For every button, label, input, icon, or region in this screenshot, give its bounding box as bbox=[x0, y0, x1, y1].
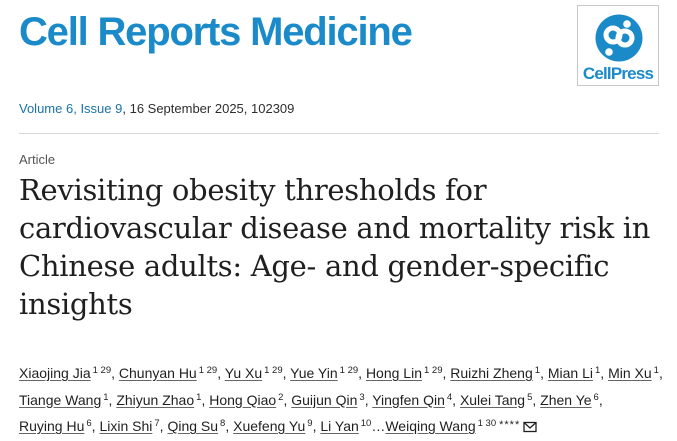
citation-separator: , bbox=[73, 101, 81, 116]
author-list: Xiaojing Jia 1 29, Chunyan Hu 1 29, Yu Xu 1… bbox=[19, 359, 669, 439]
author-separator: , bbox=[108, 391, 117, 408]
author-item: Mian Li 1 bbox=[548, 365, 600, 381]
issue-link[interactable]: Issue 9 bbox=[80, 101, 123, 116]
article-type: Article bbox=[19, 152, 56, 167]
author-name-link[interactable]: Chunyan Hu bbox=[118, 365, 197, 381]
author-name-link[interactable]: Zhiyun Zhao bbox=[116, 391, 195, 408]
author-affiliation-sup: 1 29 bbox=[92, 365, 112, 376]
author-item: Xuefeng Yu 9 bbox=[233, 418, 312, 434]
author-separator: , bbox=[282, 365, 291, 381]
author-name-link[interactable]: Tiange Wang bbox=[19, 391, 102, 408]
author-separator: , bbox=[364, 391, 373, 408]
author-affiliation-sup: 1 bbox=[534, 365, 541, 376]
author-affiliation-sup: 1 bbox=[196, 391, 202, 403]
header-divider bbox=[19, 133, 659, 134]
author-name-link[interactable]: Yingfen Qin bbox=[372, 391, 445, 408]
author-affiliation-sup: 8 bbox=[220, 418, 226, 429]
author-name-link[interactable]: Zhen Ye bbox=[540, 391, 592, 408]
author-affiliation-sup: 1 bbox=[653, 365, 659, 376]
author-name-link[interactable]: Xiaojing Jia bbox=[19, 365, 91, 381]
author-separator: , bbox=[111, 365, 119, 381]
author-affiliation-sup: 6 bbox=[86, 418, 92, 429]
author-affiliation-sup: 5 bbox=[527, 391, 533, 403]
author-separator: , bbox=[91, 418, 100, 434]
author-affiliation-sup: 4 bbox=[446, 391, 453, 403]
citation-date-id: , 16 September 2025, 102309 bbox=[122, 101, 295, 116]
author-name-link[interactable]: Yu Xu bbox=[224, 365, 263, 381]
author-name-link[interactable]: Xulei Tang bbox=[459, 391, 526, 408]
author-separator: , bbox=[312, 418, 321, 434]
author-separator: , bbox=[225, 418, 234, 434]
author-affiliation-sup: 1 29 bbox=[264, 365, 283, 376]
cellpress-logo-icon bbox=[595, 14, 643, 62]
envelope-icon[interactable] bbox=[523, 421, 537, 433]
author-item: Zhiyun Zhao 1 bbox=[116, 392, 201, 408]
author-item: Ruizhi Zheng 1 bbox=[450, 365, 540, 381]
author-separator: , bbox=[358, 365, 366, 381]
author-item: Yu Xu 1 29 bbox=[225, 365, 283, 381]
author-affiliation-sup: 1 30 bbox=[477, 418, 497, 429]
author-separator: , bbox=[532, 391, 541, 408]
author-name-link[interactable]: Weiqing Wang bbox=[385, 418, 476, 434]
author-affiliation-sup: 1 29 bbox=[339, 365, 359, 376]
authors-ellipsis[interactable]: … bbox=[371, 418, 386, 434]
author-affiliation-sup: 1 29 bbox=[198, 365, 218, 376]
corresponding-author-stars: **** bbox=[499, 419, 521, 431]
author-name-link[interactable]: Lixin Shi bbox=[99, 418, 153, 434]
author-item: Li Yan 10 bbox=[320, 418, 371, 434]
author-separator: , bbox=[452, 391, 460, 408]
author-affiliation-sup: 3 bbox=[359, 391, 365, 403]
citation-line: Volume 6, Issue 9, 16 September 2025, 10… bbox=[19, 101, 294, 116]
author-item: Min Xu 1 bbox=[608, 365, 659, 381]
author-name-link[interactable]: Min Xu bbox=[608, 365, 652, 381]
author-name-link[interactable]: Xuefeng Yu bbox=[233, 418, 306, 434]
author-affiliation-sup: 6 bbox=[593, 391, 599, 403]
author-name-link[interactable]: Li Yan bbox=[320, 418, 359, 434]
author-affiliation-sup: 10 bbox=[360, 418, 372, 429]
author-item: Hong Lin 1 29 bbox=[366, 365, 443, 381]
cellpress-logo[interactable]: CellPress bbox=[577, 5, 659, 86]
journal-title[interactable]: Cell Reports Medicine bbox=[19, 10, 413, 54]
author-item: Tiange Wang 1 bbox=[19, 392, 109, 408]
author-item: Xiaojing Jia 1 29 bbox=[19, 365, 111, 381]
author-separator: , bbox=[283, 391, 292, 408]
author-separator: , bbox=[658, 365, 663, 381]
author-item: Yingfen Qin 4 bbox=[372, 392, 452, 408]
author-name-link[interactable]: Ruizhi Zheng bbox=[450, 365, 533, 381]
author-name-link[interactable]: Hong Lin bbox=[365, 365, 422, 381]
author-item: Lixin Shi 7 bbox=[99, 418, 159, 434]
author-item: Guijun Qin 3 bbox=[291, 392, 364, 408]
author-separator: , bbox=[442, 365, 451, 381]
author-item: Qing Su 8 bbox=[167, 418, 225, 434]
author-separator: , bbox=[159, 418, 168, 434]
author-item: Hong Qiao 2 bbox=[209, 392, 283, 408]
author-name-link[interactable]: Qing Su bbox=[167, 418, 219, 434]
author-affiliation-sup: 1 29 bbox=[423, 365, 443, 376]
author-name-link[interactable]: Ruying Hu bbox=[19, 418, 85, 434]
author-name-link[interactable]: Mian Li bbox=[547, 365, 593, 381]
author-separator: , bbox=[598, 391, 603, 408]
author-separator: , bbox=[600, 365, 609, 381]
author-name-link[interactable]: Hong Qiao bbox=[209, 391, 277, 408]
cellpress-logo-text: CellPress bbox=[582, 64, 654, 83]
author-affiliation-sup: 7 bbox=[154, 418, 160, 429]
author-item: Yue Yin 1 29 bbox=[290, 365, 358, 381]
author-item: Chunyan Hu 1 29 bbox=[119, 365, 217, 381]
volume-link[interactable]: Volume 6 bbox=[19, 101, 74, 116]
author-name-link[interactable]: Guijun Qin bbox=[291, 391, 358, 408]
author-item: Ruying Hu 6 bbox=[19, 418, 92, 434]
author-item: Xulei Tang 5 bbox=[460, 392, 532, 408]
article-title: Revisiting obesity thresholds for cardio… bbox=[19, 173, 651, 321]
author-affiliation-sup: 1 bbox=[103, 391, 109, 403]
author-separator: , bbox=[540, 365, 548, 381]
author-name-link[interactable]: Yue Yin bbox=[290, 365, 338, 381]
author-item: Weiqing Wang 1 30 **** bbox=[385, 418, 537, 434]
author-separator: , bbox=[217, 365, 225, 381]
author-affiliation-sup: 9 bbox=[307, 418, 313, 429]
author-affiliation-sup: 1 bbox=[594, 365, 601, 376]
author-affiliation-sup: 2 bbox=[278, 391, 284, 403]
author-separator: , bbox=[201, 391, 210, 408]
author-item: Zhen Ye 6 bbox=[540, 392, 599, 408]
